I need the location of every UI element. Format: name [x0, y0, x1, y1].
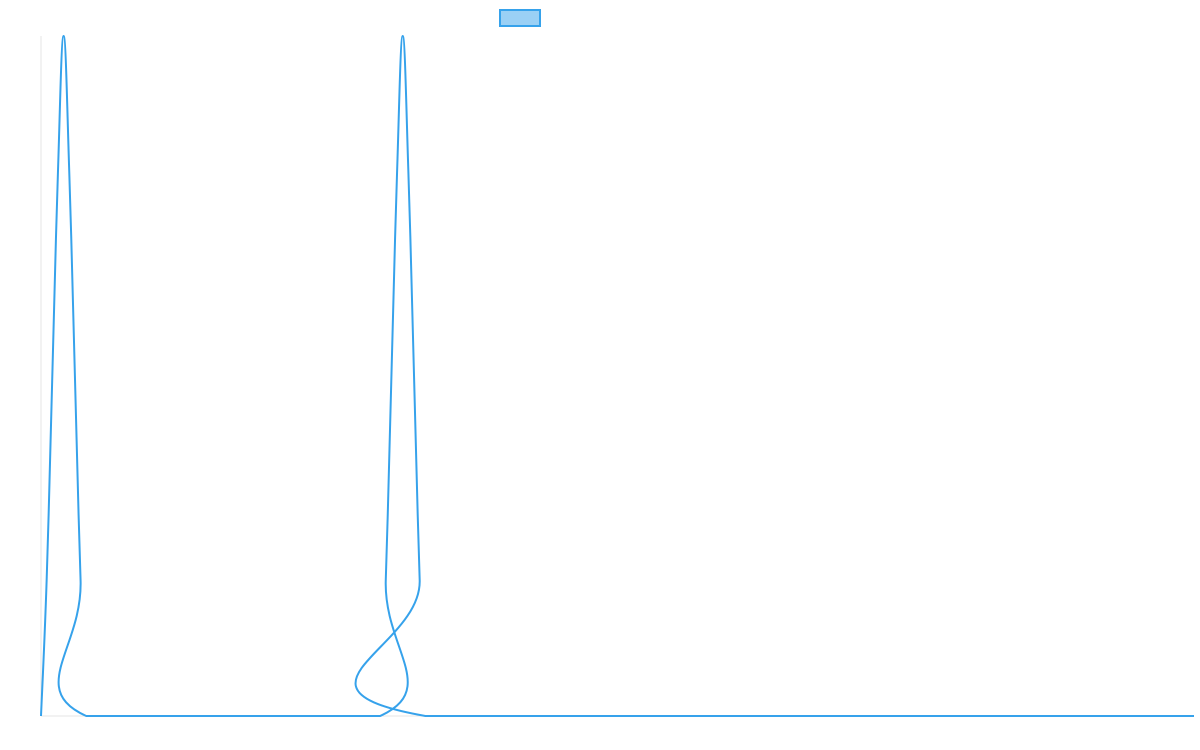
chart-legend[interactable]	[499, 9, 541, 27]
series-layer	[38, 33, 1197, 719]
data-point[interactable]	[55, 169, 61, 175]
data-point[interactable]	[422, 713, 428, 719]
legend-swatch[interactable]	[499, 9, 541, 27]
data-point[interactable]	[417, 577, 423, 583]
data-point[interactable]	[49, 373, 55, 379]
data-point[interactable]	[66, 169, 72, 175]
data-point[interactable]	[377, 713, 383, 719]
data-point[interactable]	[72, 373, 78, 379]
data-point[interactable]	[394, 169, 400, 175]
data-point[interactable]	[61, 33, 67, 39]
data-point[interactable]	[44, 577, 50, 583]
data-point[interactable]	[405, 169, 411, 175]
data-point[interactable]	[383, 577, 389, 583]
data-point[interactable]	[78, 577, 84, 583]
series-line-0	[40, 35, 1194, 718]
data-point[interactable]	[388, 373, 394, 379]
data-point[interactable]	[38, 713, 44, 719]
data-point[interactable]	[400, 33, 406, 39]
data-point[interactable]	[411, 373, 417, 379]
data-point[interactable]	[83, 713, 89, 719]
data-point[interactable]	[1191, 713, 1197, 719]
